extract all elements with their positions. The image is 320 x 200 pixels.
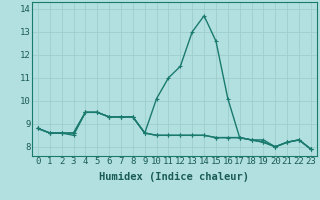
X-axis label: Humidex (Indice chaleur): Humidex (Indice chaleur) xyxy=(100,172,249,182)
